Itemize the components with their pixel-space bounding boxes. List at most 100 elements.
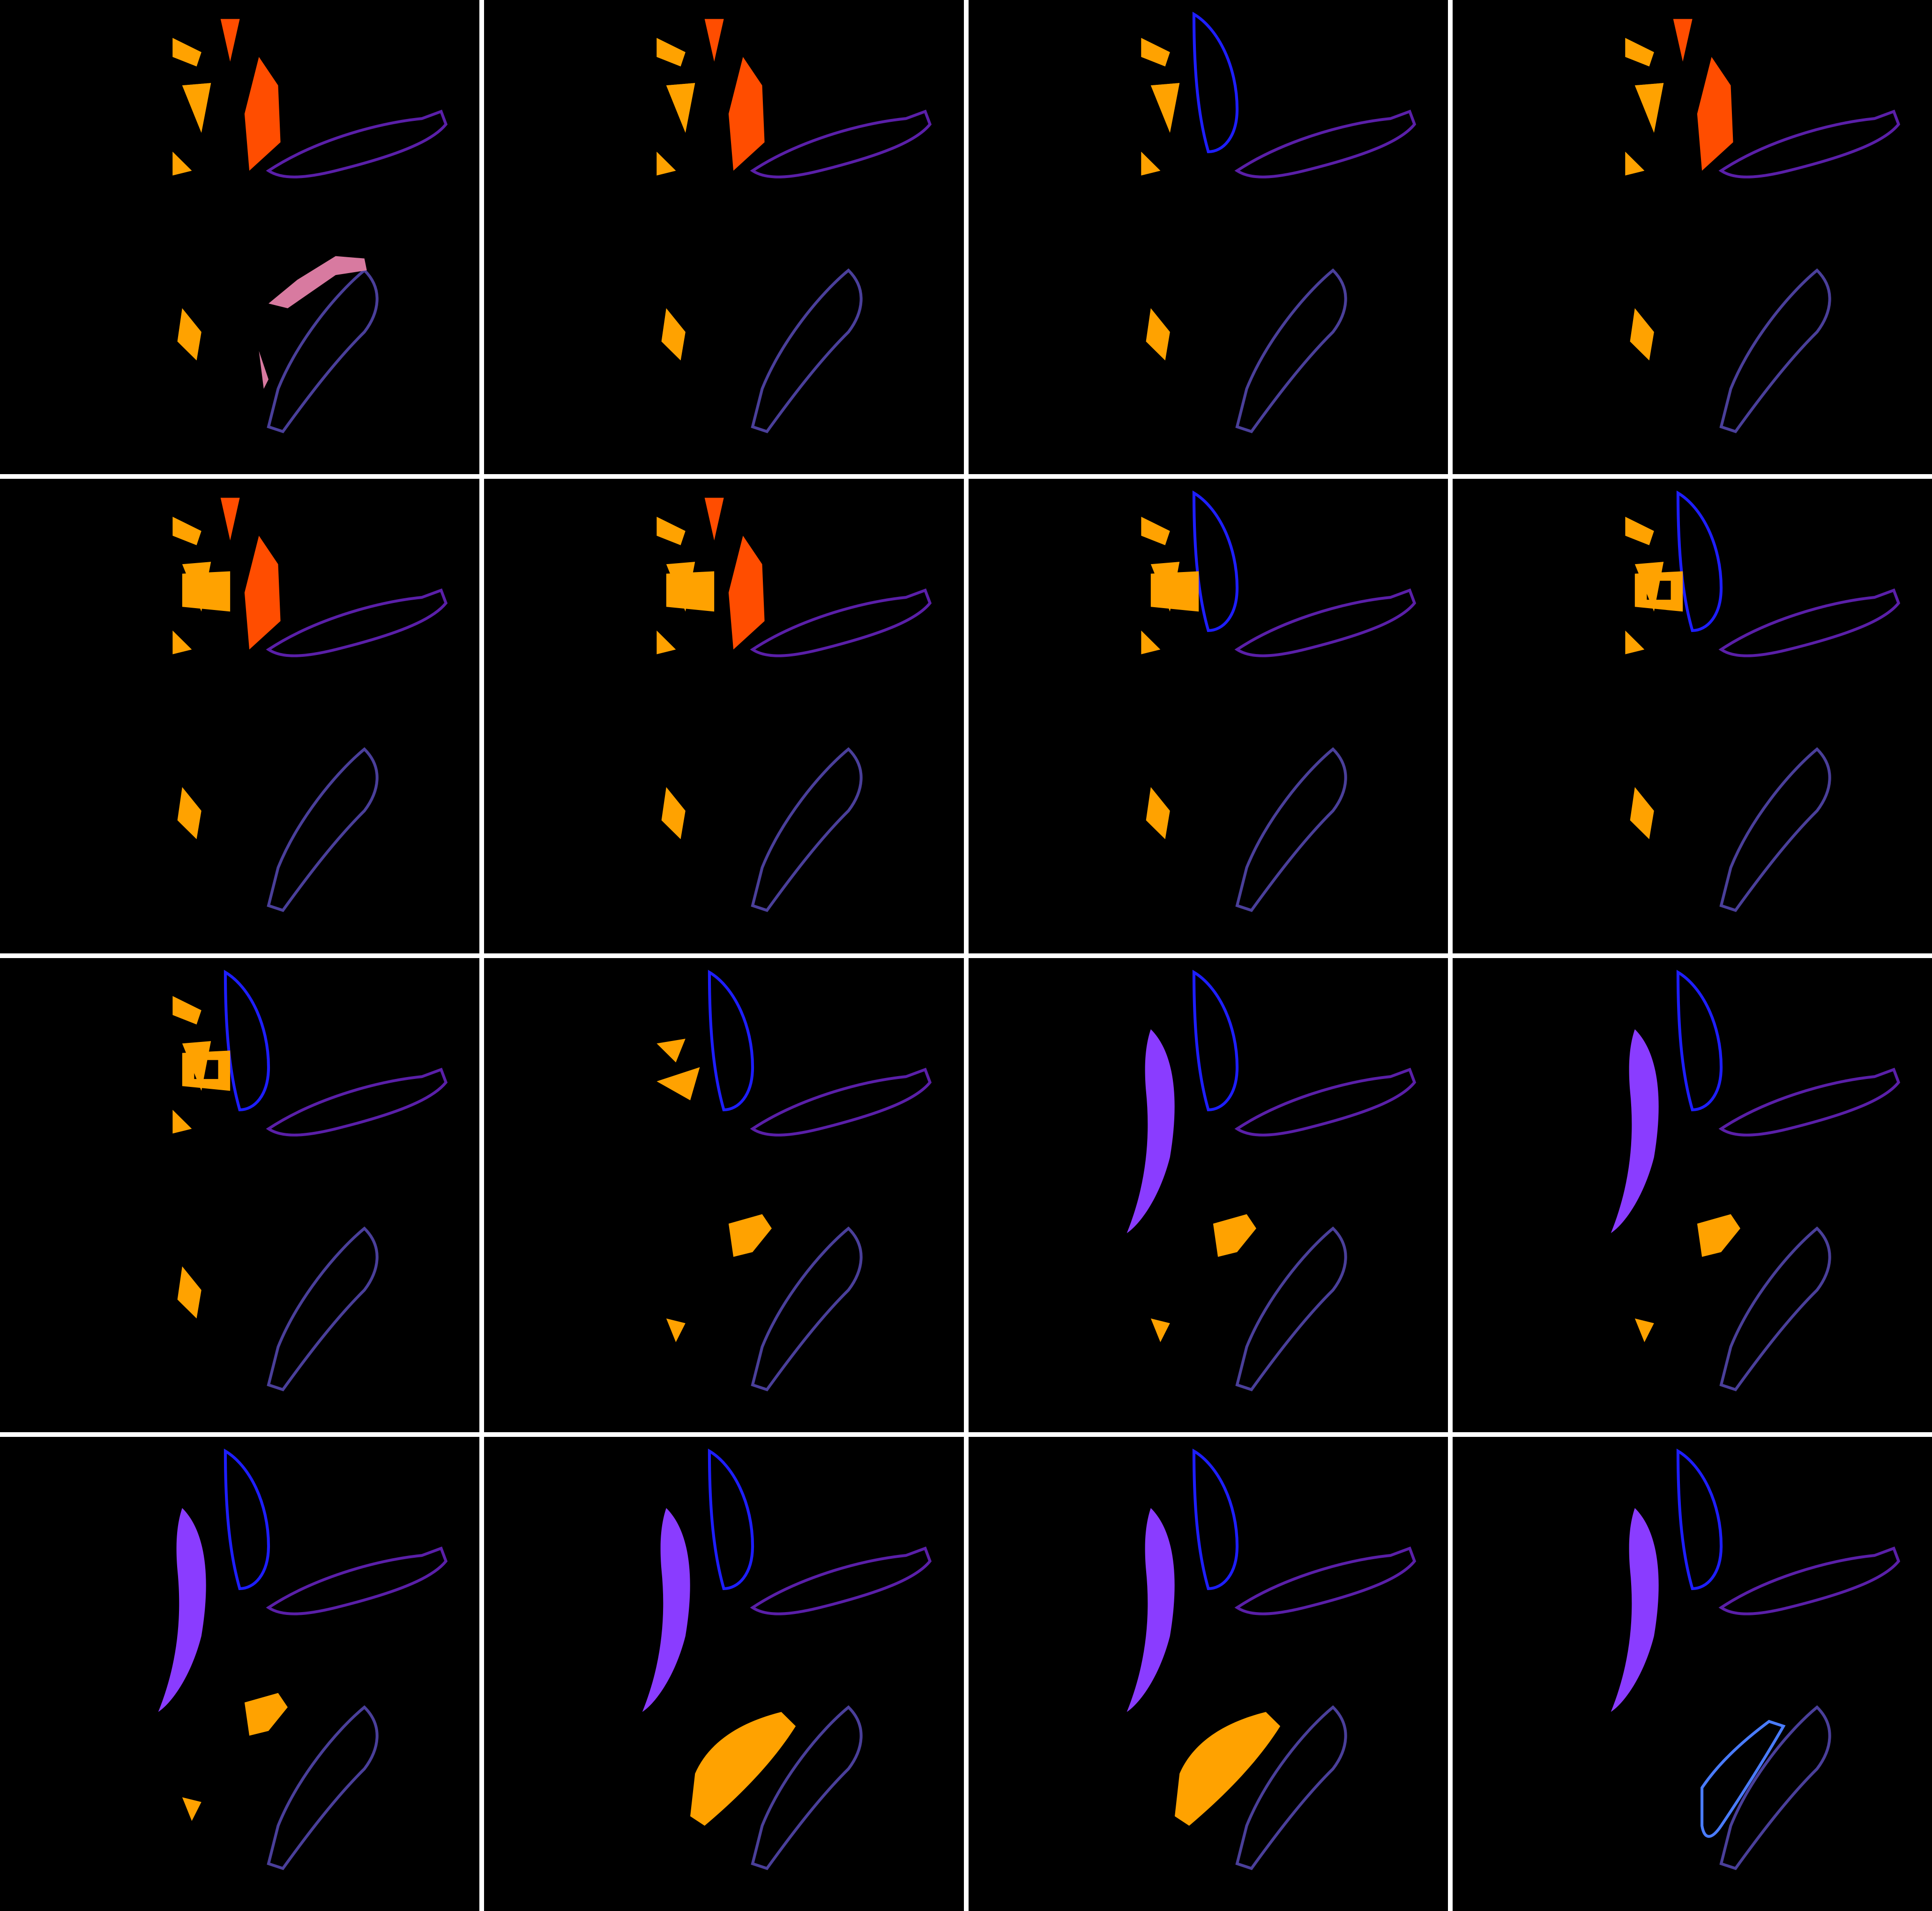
orange-big-shape [690, 1711, 796, 1826]
mask-panel [968, 958, 1448, 1432]
mask-panel [0, 0, 480, 475]
mask-canvas [172, 969, 448, 1391]
banana-outline-lower-shape [1719, 268, 1831, 433]
orange-bits-shape [172, 517, 211, 840]
orange-bits-shape [172, 996, 211, 1318]
orange-triangles-shape [656, 1038, 700, 1100]
mask-canvas [656, 498, 932, 912]
orange-bits-shape [172, 37, 211, 361]
banana-outline-lower-shape [267, 268, 379, 433]
mask-panel [1452, 479, 1932, 953]
pink-blob-shape [259, 256, 367, 389]
mask-panel [484, 0, 964, 475]
banana-outline-shape [1718, 1546, 1900, 1615]
banana-outline-shape [1234, 109, 1416, 178]
banana-outline-lower-shape [1235, 1705, 1347, 1870]
mask-canvas [1625, 19, 1900, 433]
mask-canvas [158, 1448, 448, 1870]
mask-canvas [1126, 1448, 1416, 1870]
banana-outline-shape [1234, 588, 1416, 658]
banana-outline-lower-shape [751, 1705, 863, 1870]
banana-outline-lower-shape [751, 268, 863, 433]
banana-outline-lower-shape [1719, 1705, 1831, 1870]
orange-wedge-shape [1150, 1214, 1256, 1342]
banana-outline-lower-shape [267, 747, 379, 912]
blue-outline-shape [224, 969, 270, 1111]
orange-bits-shape [656, 37, 695, 361]
banana-outline-shape [750, 1067, 932, 1137]
banana-outline-lower-shape [1235, 747, 1347, 912]
red-slab-shape [220, 498, 281, 650]
blue-outline-shape [224, 1448, 270, 1590]
banana-outline-shape [750, 588, 932, 658]
mask-panel [0, 958, 480, 1432]
mask-canvas [1611, 969, 1900, 1391]
orange-bits-shape [1141, 517, 1179, 840]
orange-bits-shape [656, 517, 695, 840]
mask-panel [484, 479, 964, 953]
mask-canvas [172, 19, 448, 433]
red-slab-shape [704, 498, 765, 650]
banana-outline-lower-shape [267, 1226, 379, 1391]
orange-bits-shape [1141, 37, 1179, 361]
banana-outline-shape [1718, 588, 1900, 658]
purple-crescent-shape [1126, 1029, 1175, 1233]
mask-panel [1452, 958, 1932, 1432]
purple-crescent-shape [1611, 1029, 1659, 1233]
purple-crescent-shape [158, 1508, 206, 1712]
banana-outline-shape [266, 588, 448, 658]
banana-outline-shape [266, 109, 448, 178]
banana-outline-shape [1234, 1067, 1416, 1137]
blue-outline-shape [708, 969, 754, 1111]
banana-outline-shape [266, 1067, 448, 1137]
blue-outline-shape [1676, 1448, 1723, 1590]
mask-panel [0, 479, 480, 953]
mask-canvas [1126, 969, 1416, 1391]
banana-outline-shape [266, 1546, 448, 1615]
mask-panel [484, 1436, 964, 1911]
mask-canvas [1141, 11, 1416, 433]
mask-panel [968, 1436, 1448, 1911]
orange-bits-shape [1625, 517, 1663, 840]
mask-canvas [642, 1448, 932, 1870]
purple-crescent-shape [642, 1508, 690, 1712]
banana-outline-lower-shape [1719, 1226, 1831, 1391]
mask-canvas [656, 19, 932, 433]
banana-outline-shape [1718, 1067, 1900, 1137]
red-slab-shape [220, 19, 281, 171]
purple-crescent-shape [1611, 1508, 1659, 1712]
mask-canvas [1611, 1448, 1900, 1870]
mask-canvas [1625, 491, 1900, 912]
orange-bits-shape [1625, 37, 1663, 361]
banana-outline-lower-shape [1235, 268, 1347, 433]
blue-outline-shape [1676, 969, 1723, 1111]
mask-panel [484, 958, 964, 1432]
mask-panel [1452, 0, 1932, 475]
orange-wedge-shape [1634, 1214, 1740, 1342]
blue-outline-shape [708, 1448, 754, 1590]
blue-outline-shape [1192, 491, 1238, 632]
blue-outline-shape [1192, 1448, 1238, 1590]
banana-outline-lower-shape [751, 747, 863, 912]
red-slab-shape [1673, 19, 1733, 171]
banana-outline-lower-shape [751, 1226, 863, 1391]
mask-panel [1452, 1436, 1932, 1911]
light-blue-outline-shape [1700, 1719, 1786, 1838]
orange-wedge-shape [182, 1693, 288, 1821]
blue-outline-shape [1676, 491, 1723, 632]
mask-panel [0, 1436, 480, 1911]
orange-wedge-shape [666, 1214, 772, 1342]
banana-outline-shape [1718, 109, 1900, 178]
banana-outline-lower-shape [1235, 1226, 1347, 1391]
mask-panel [968, 0, 1448, 475]
mask-panel [968, 479, 1448, 953]
red-slab-shape [704, 19, 765, 171]
orange-big-shape [1174, 1711, 1280, 1826]
blue-outline-shape [1192, 969, 1238, 1111]
banana-outline-shape [1234, 1546, 1416, 1615]
banana-outline-lower-shape [267, 1705, 379, 1870]
blue-outline-shape [1192, 11, 1238, 153]
banana-outline-shape [750, 109, 932, 178]
purple-crescent-shape [1126, 1508, 1175, 1712]
